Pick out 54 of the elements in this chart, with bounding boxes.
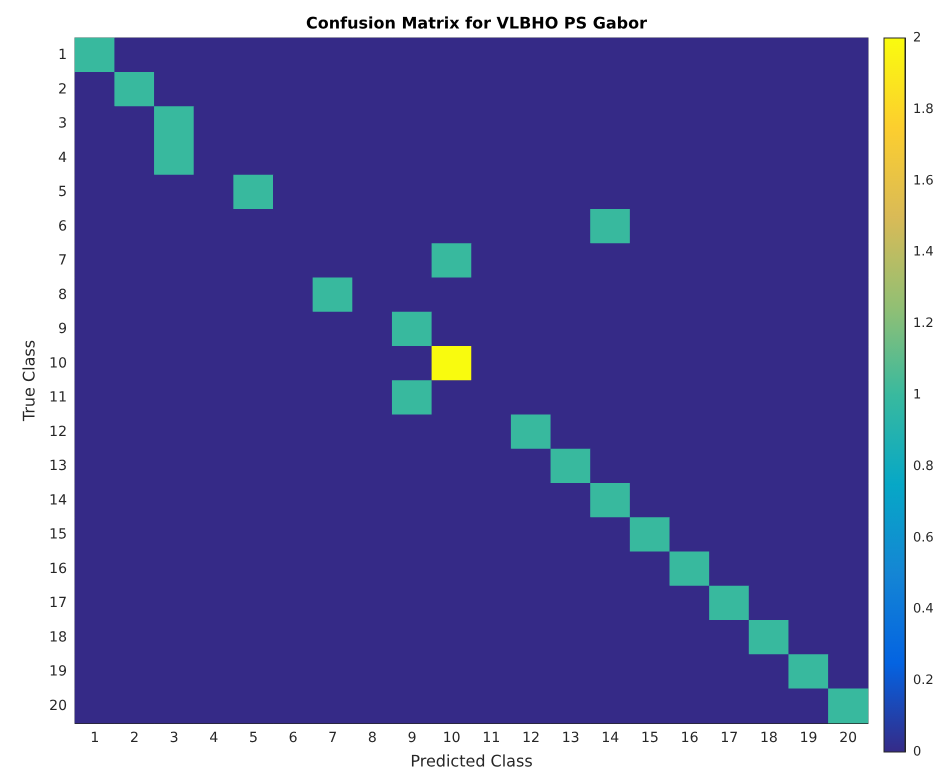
chart-title: Confusion Matrix for VLBHO PS Gabor [306, 14, 648, 32]
x-tick-label: 14 [601, 730, 620, 746]
y-tick-label: 8 [58, 286, 67, 303]
y-tick-label: 10 [49, 355, 67, 372]
color-bar-label: 0.2 [913, 673, 934, 688]
x-tick-label: 1 [90, 730, 100, 746]
x-tick-label: 16 [680, 730, 699, 746]
x-axis-title: Predicted Class [410, 752, 533, 770]
x-tick-label: 8 [368, 730, 377, 746]
y-tick-label: 7 [58, 252, 67, 269]
x-tick-label: 7 [328, 730, 338, 746]
x-tick-label: 5 [248, 730, 258, 746]
color-bar-label: 0.8 [913, 458, 934, 474]
y-tick-label: 12 [49, 424, 67, 440]
color-bar-label: 1.6 [913, 173, 934, 188]
color-bar-label: 1.8 [913, 102, 934, 117]
color-bar-label: 1.2 [913, 316, 934, 332]
y-tick-label: 11 [49, 390, 67, 406]
y-tick-label: 20 [49, 698, 67, 714]
y-tick-label: 13 [49, 458, 67, 474]
x-tick-label: 4 [209, 730, 218, 746]
y-axis-title: True Class [20, 340, 38, 422]
y-tick-label: 4 [58, 150, 68, 166]
x-tick-label: 2 [130, 730, 139, 746]
y-tick-label: 6 [58, 218, 68, 234]
x-tick-label: 20 [839, 730, 858, 746]
x-tick-label: 10 [442, 730, 461, 746]
y-tick-label: 5 [58, 184, 67, 200]
x-tick-label: 6 [288, 730, 298, 746]
color-bar-label: 0 [913, 744, 922, 760]
x-tick-label: 13 [562, 730, 580, 746]
x-tick-label: 11 [482, 730, 500, 746]
color-bar-label: 1 [913, 388, 922, 402]
color-bar-label: 2 [913, 30, 922, 46]
color-bar-label: 0.6 [913, 530, 934, 546]
color-bar-label: 1.4 [913, 244, 934, 260]
y-tick-label: 2 [58, 81, 67, 98]
x-tick-label: 17 [720, 730, 738, 746]
y-tick-label: 3 [58, 116, 67, 132]
y-tick-label: 16 [49, 560, 68, 577]
y-tick-label: 14 [49, 492, 68, 508]
y-tick-label: 15 [49, 526, 67, 543]
y-tick-label: 19 [49, 664, 67, 680]
x-tick-label: 3 [170, 730, 179, 746]
x-tick-label: 18 [760, 730, 778, 746]
y-tick-label: 17 [49, 595, 67, 612]
y-tick-label: 18 [49, 629, 67, 646]
y-tick-label: 9 [58, 321, 67, 338]
x-tick-label: 19 [800, 730, 818, 746]
color-bar-label: 0.4 [913, 602, 934, 617]
x-tick-label: 12 [522, 730, 540, 746]
y-tick-label: 1 [58, 47, 67, 64]
x-tick-label: 15 [641, 730, 659, 746]
x-tick-label: 9 [408, 730, 416, 746]
